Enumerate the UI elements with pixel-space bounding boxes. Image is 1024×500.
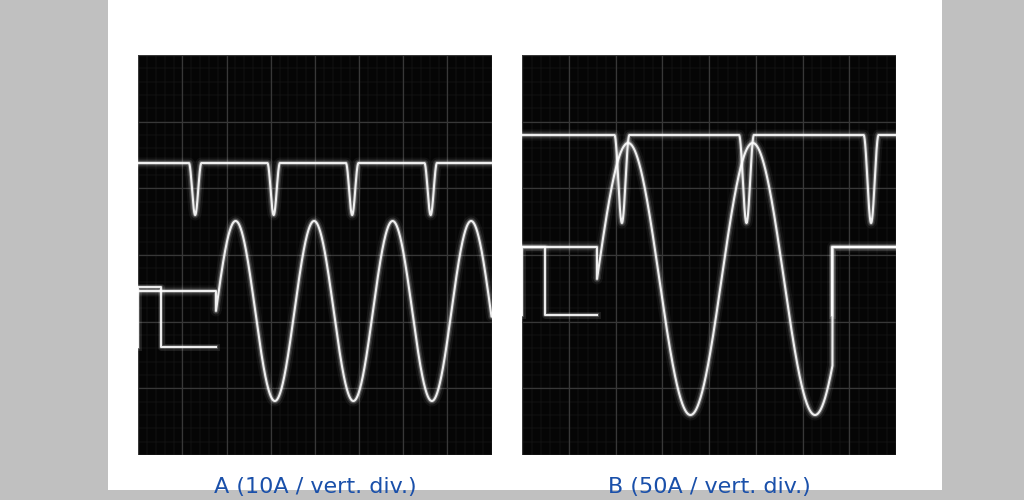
Text: B (50A / vert. div.): B (50A / vert. div.) (608, 478, 810, 498)
Text: A (10A / vert. div.): A (10A / vert. div.) (214, 478, 416, 498)
